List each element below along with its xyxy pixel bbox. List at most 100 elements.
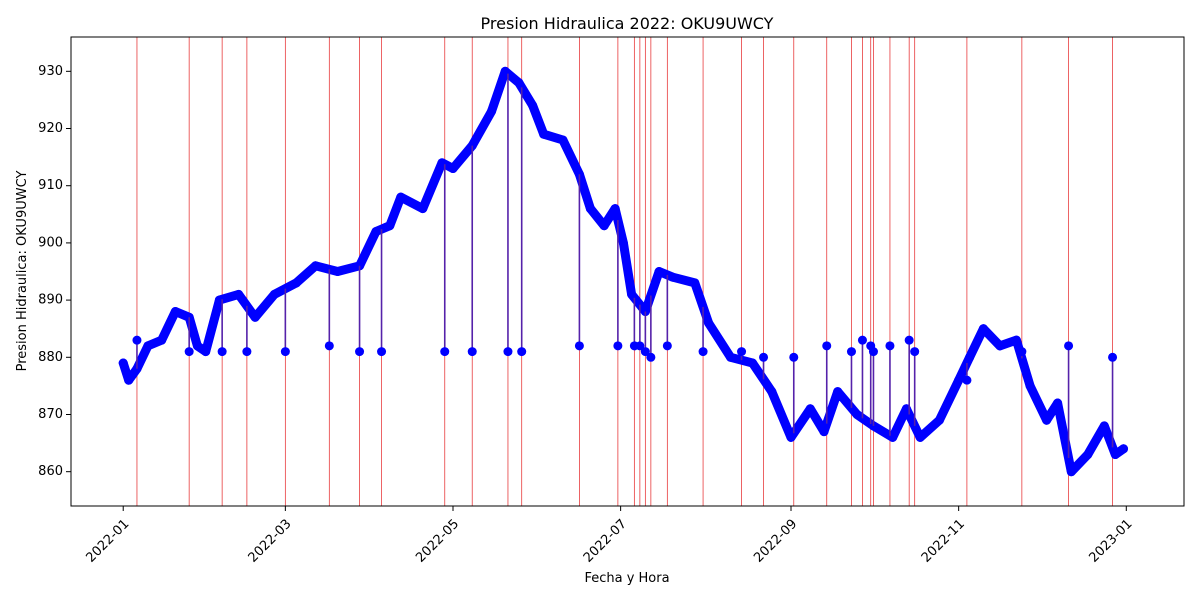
data-point <box>486 106 496 116</box>
data-point <box>1083 450 1093 460</box>
data-point <box>618 238 628 248</box>
y-axis: 860 870 880 890 900 910 920 930 <box>38 64 71 479</box>
data-point <box>118 358 128 368</box>
anomaly-point <box>242 347 252 357</box>
data-point <box>269 289 279 299</box>
data-point <box>396 192 406 202</box>
anomaly-point <box>857 335 867 345</box>
data-point <box>915 432 925 442</box>
data-point <box>448 164 458 174</box>
y-tick-label: 920 <box>38 121 63 136</box>
data-point <box>539 129 549 139</box>
data-point <box>1119 444 1129 454</box>
anomaly-point <box>377 347 387 357</box>
anomaly-stems <box>132 73 1118 458</box>
data-point <box>192 341 202 351</box>
data-point <box>124 375 134 385</box>
anomaly-point <box>904 335 914 345</box>
data-point <box>514 78 524 88</box>
y-axis-label: Presion Hidraulica: OKU9UWCY <box>15 171 30 372</box>
data-point <box>250 312 260 322</box>
chart-title: Presion Hidraulica 2022: OKU9UWCY <box>481 14 774 33</box>
data-point <box>234 289 244 299</box>
anomaly-point <box>355 347 365 357</box>
anomaly-point <box>640 347 650 357</box>
anomaly-point <box>184 347 194 357</box>
anomaly-point <box>132 335 142 345</box>
data-point <box>170 307 180 317</box>
anomaly-point <box>467 347 477 357</box>
data-point <box>585 204 595 214</box>
data-point <box>786 432 796 442</box>
anomaly-point <box>646 352 656 362</box>
anomaly-point <box>822 341 832 351</box>
data-point <box>1025 381 1035 391</box>
anomaly-point <box>868 347 878 357</box>
data-point <box>1099 421 1109 431</box>
anomaly-point <box>846 347 856 357</box>
anomaly-point <box>517 347 527 357</box>
anomaly-point <box>885 341 895 351</box>
y-tick-label: 880 <box>38 350 63 365</box>
anomaly-point <box>217 347 227 357</box>
data-point <box>767 387 777 397</box>
anomaly-point <box>759 352 769 362</box>
data-point <box>627 289 637 299</box>
data-point <box>690 278 700 288</box>
data-point <box>1011 335 1021 345</box>
y-tick-label: 870 <box>38 407 63 422</box>
data-point <box>654 267 664 276</box>
data-point <box>934 415 944 425</box>
data-point <box>954 375 964 385</box>
data-point <box>704 318 714 328</box>
anomaly-point <box>789 352 799 362</box>
data-point <box>995 341 1005 351</box>
data-point <box>157 335 167 345</box>
anomaly-point <box>662 341 672 351</box>
data-point <box>418 204 428 214</box>
data-point <box>748 358 758 368</box>
anomaly-point <box>613 341 623 351</box>
anomaly-point <box>910 347 920 357</box>
data-point <box>965 352 975 362</box>
data-point <box>668 272 678 282</box>
data-point <box>311 261 321 271</box>
anomaly-point <box>1017 347 1027 357</box>
anomaly-point <box>503 347 513 357</box>
anomaly-point <box>737 347 747 357</box>
data-point <box>599 221 609 231</box>
data-point <box>852 409 862 419</box>
data-point <box>833 387 843 397</box>
data-point <box>291 278 301 288</box>
data-point <box>371 226 381 236</box>
data-point <box>385 221 395 231</box>
data-point <box>610 204 620 214</box>
anomaly-point <box>280 347 290 357</box>
data-point <box>726 352 736 362</box>
data-point <box>528 101 538 111</box>
data-point <box>1042 415 1052 425</box>
data-point <box>819 427 829 437</box>
anomaly-point <box>1108 352 1118 362</box>
data-point <box>1110 450 1120 460</box>
y-tick-label: 930 <box>38 64 63 79</box>
data-point <box>558 135 568 145</box>
anomaly-point <box>1064 341 1074 351</box>
data-point <box>500 66 510 76</box>
x-axis-label: Fecha y Hora <box>584 571 669 586</box>
anomaly-point <box>698 347 708 357</box>
data-point <box>978 324 988 334</box>
data-point <box>1053 398 1063 408</box>
y-tick-label: 910 <box>38 178 63 193</box>
data-point <box>201 347 211 357</box>
anomaly-point <box>635 341 645 351</box>
data-point <box>805 404 815 414</box>
y-tick-label: 860 <box>38 464 63 479</box>
y-tick-label: 890 <box>38 293 63 308</box>
anomaly-point <box>440 347 450 357</box>
anomaly-point <box>324 341 334 351</box>
anomaly-point <box>574 341 584 351</box>
plot-area-frame <box>70 36 1185 507</box>
anomaly-point <box>962 375 972 385</box>
